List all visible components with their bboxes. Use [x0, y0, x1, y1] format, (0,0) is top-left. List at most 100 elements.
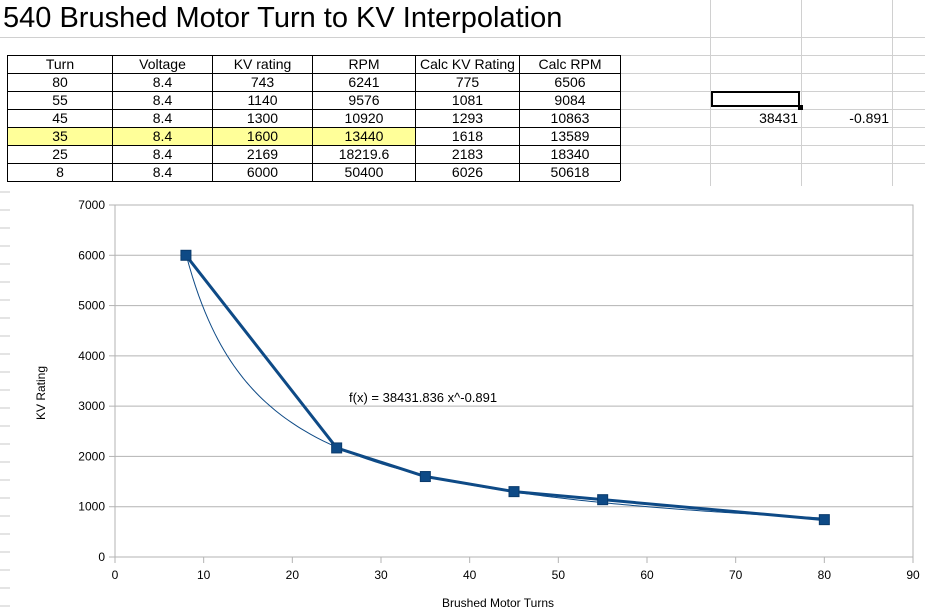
table-cell[interactable]: 2169 [246, 146, 279, 162]
table-cell[interactable]: 25 [52, 146, 68, 162]
data-point [180, 249, 192, 261]
table-row-border [7, 91, 620, 92]
table-cell[interactable]: 8.4 [152, 110, 173, 126]
table-column-border [415, 55, 416, 181]
table-cell[interactable]: 1140 [247, 92, 278, 108]
table-row-border [7, 73, 620, 74]
fill-handle[interactable] [798, 105, 803, 110]
x-tick-label: 0 [112, 568, 119, 582]
x-tick-label: 30 [374, 568, 388, 582]
grid-row-line [0, 37, 620, 38]
kv-chart[interactable]: 0 1000 2000 3000 4000 5000 6000 7000 0 10 20 30 40 5… [0, 186, 925, 616]
table-cell[interactable]: 775 [455, 74, 480, 90]
selected-cell[interactable] [711, 91, 800, 107]
grid-row-line [620, 37, 925, 38]
column-header[interactable]: RPM [348, 56, 380, 72]
coefficient-cell[interactable]: 38431 [759, 110, 798, 126]
x-tick-label: 60 [640, 568, 654, 582]
table-row-border [7, 55, 620, 56]
x-tick-label: 50 [552, 568, 566, 582]
table-cell[interactable]: 50400 [344, 164, 384, 180]
table-cell[interactable]: 2183 [451, 146, 484, 162]
grid-row-line [620, 109, 925, 110]
kv-series [180, 249, 830, 526]
column-header[interactable]: Voltage [139, 56, 186, 72]
table-cell[interactable]: 1300 [246, 110, 279, 126]
chart-gridlines [115, 204, 913, 508]
table-cell[interactable]: 18340 [550, 146, 590, 162]
data-point [331, 442, 343, 454]
y-tick-label: 5000 [78, 299, 105, 313]
x-tick-label: 20 [286, 568, 300, 582]
table-cell[interactable]: 1293 [451, 110, 484, 126]
y-axis-title: KV Rating [34, 366, 48, 420]
exponent-cell[interactable]: -0.891 [849, 110, 889, 126]
column-header[interactable]: KV rating [233, 56, 292, 72]
table-cell[interactable]: 10920 [344, 110, 384, 126]
column-header[interactable]: Calc KV Rating [420, 56, 515, 72]
y-tick-label: 7000 [78, 198, 105, 212]
table-cell[interactable]: 55 [52, 92, 68, 108]
table-cell[interactable]: 6000 [246, 164, 279, 180]
y-tick-label: 6000 [78, 248, 105, 262]
table-cell[interactable]: 8.4 [152, 164, 173, 180]
table-cell[interactable]: 6506 [554, 74, 586, 90]
table-cell[interactable]: 1600 [246, 128, 279, 144]
y-tick-label: 3000 [78, 399, 105, 413]
y-tick-label: 1000 [78, 500, 105, 514]
y-tick-label: 2000 [78, 449, 105, 463]
power-trendline [185, 253, 825, 519]
table-cell[interactable]: 10863 [550, 110, 590, 126]
table-column-border [519, 55, 520, 181]
table-cell[interactable]: 8 [56, 164, 64, 180]
data-point [597, 494, 609, 506]
y-tick-label: 4000 [78, 349, 105, 363]
trendline-equation: f(x) = 38431.836 x^-0.891 [349, 390, 497, 405]
table-cell[interactable]: 1618 [451, 128, 484, 144]
data-point [508, 486, 520, 498]
table-row-border [7, 163, 620, 164]
grid-column-line [892, 0, 893, 186]
table-cell[interactable]: 35 [52, 128, 68, 144]
grid-row-line [620, 127, 925, 128]
data-table: Turn Voltage KV rating RPM Calc KV Rating Cal… [7, 55, 621, 183]
y-tick-label: 0 [98, 550, 105, 564]
plot-border [114, 204, 914, 558]
table-cell[interactable]: 8.4 [152, 92, 173, 108]
table-row-border [7, 181, 620, 182]
x-tick-label: 80 [818, 568, 832, 582]
table-cell[interactable]: 8.4 [152, 74, 173, 90]
x-tick-label: 40 [463, 568, 477, 582]
data-point [419, 471, 431, 483]
trendline-curve [185, 253, 825, 519]
column-header[interactable]: Turn [45, 56, 75, 72]
grid-row-line [620, 163, 925, 164]
table-cell[interactable]: 9576 [348, 92, 380, 108]
table-column-border [212, 55, 213, 181]
table-cell[interactable]: 6026 [451, 164, 484, 180]
table-cell[interactable]: 80 [52, 74, 68, 90]
table-cell[interactable]: 8.4 [152, 146, 173, 162]
grid-row-line [620, 73, 925, 74]
table-cell[interactable]: 1081 [451, 92, 484, 108]
column-header[interactable]: Calc RPM [538, 56, 602, 72]
grid-row-line [620, 145, 925, 146]
table-cell[interactable]: 50618 [550, 164, 590, 180]
y-axis-ticks: 0 1000 2000 3000 4000 5000 6000 7000 [78, 198, 115, 564]
table-cell[interactable]: 9084 [554, 92, 586, 108]
table-cell[interactable]: 18219.6 [338, 146, 390, 162]
sheet-title[interactable]: 540 Brushed Motor Turn to KV Interpolati… [3, 2, 563, 34]
table-column-border [312, 55, 313, 181]
table-cell[interactable]: 13440 [344, 128, 384, 144]
x-tick-label: 90 [906, 568, 920, 582]
table-cell[interactable]: 743 [250, 74, 275, 90]
table-row-border [7, 127, 620, 128]
table-column-border [620, 55, 621, 181]
table-cell[interactable]: 6241 [348, 74, 380, 90]
table-cell[interactable]: 13589 [550, 128, 590, 144]
row-gutter-ticks [0, 191, 10, 607]
table-cell[interactable]: 8.4 [152, 128, 173, 144]
table-row-border [7, 109, 620, 110]
table-cell[interactable]: 45 [52, 110, 68, 126]
